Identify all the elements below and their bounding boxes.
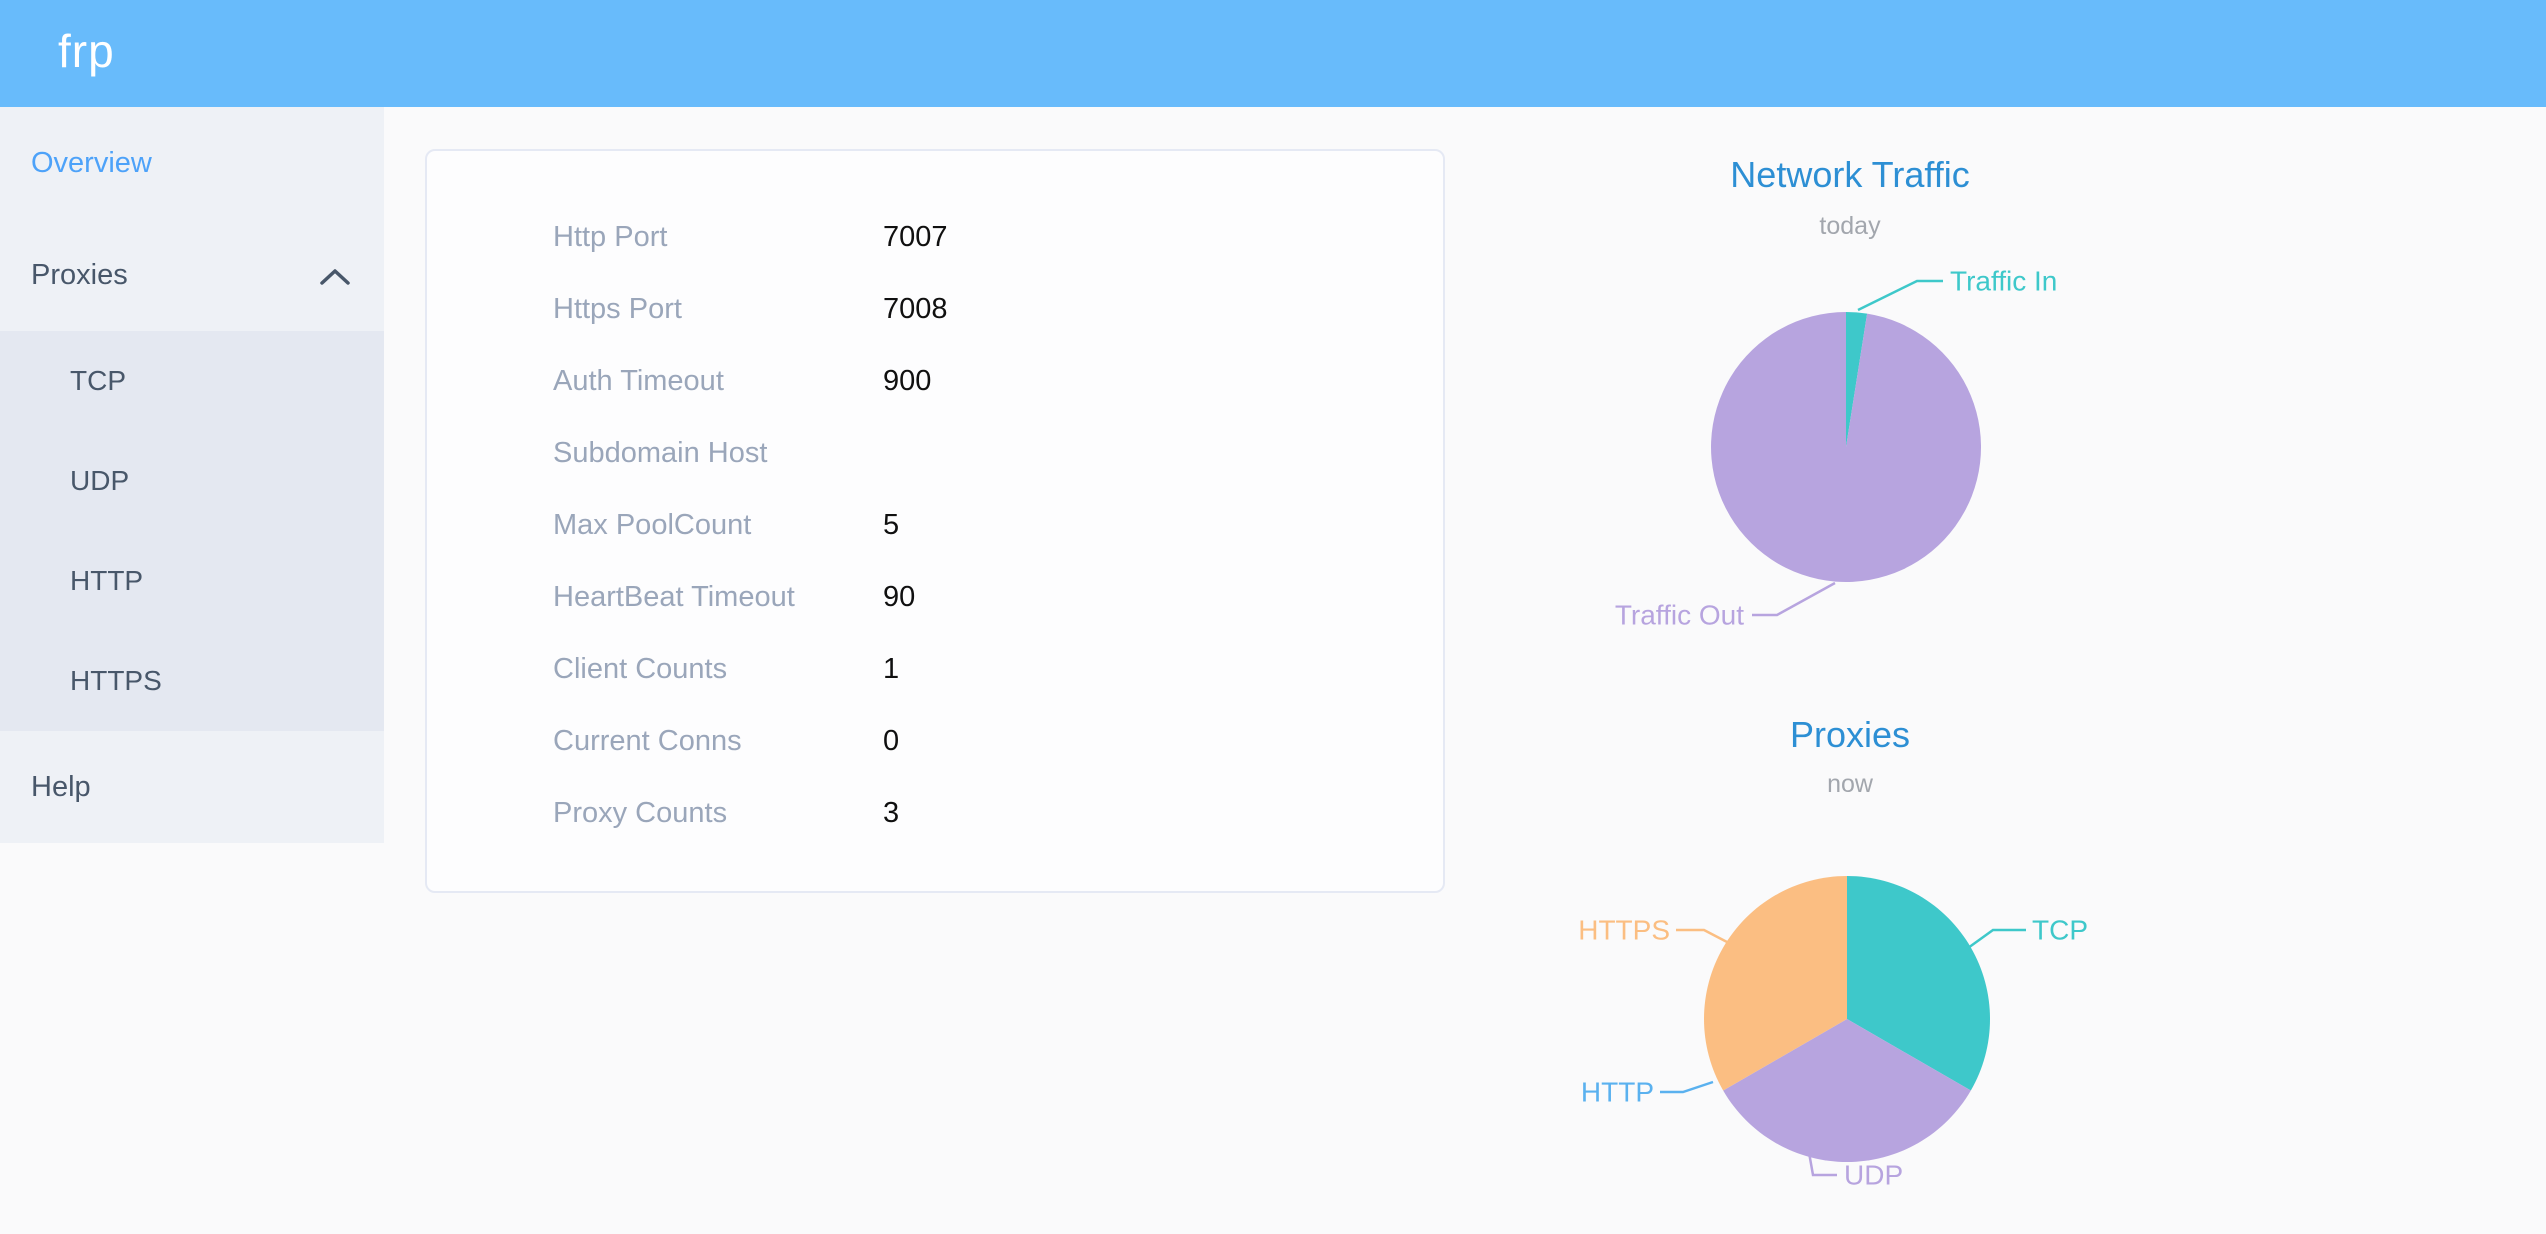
server-config-card: Http Port 7007 Https Port 7008 Auth Time… bbox=[425, 149, 1445, 893]
sidebar-item-http[interactable]: HTTP bbox=[0, 531, 384, 631]
sidebar-item-proxies[interactable]: Proxies bbox=[0, 219, 384, 331]
config-label: Proxy Counts bbox=[553, 796, 728, 829]
pie-callout-line-udp bbox=[1806, 1146, 1837, 1177]
config-row-client-counts: Client Counts 1 bbox=[427, 633, 1443, 705]
config-label: Client Counts bbox=[553, 652, 728, 685]
sidebar: Overview Proxies TCP UDP HTTP HTTPS Help bbox=[0, 107, 384, 843]
config-value: 1 bbox=[883, 652, 900, 685]
sidebar-item-proxies-label: Proxies bbox=[31, 259, 128, 291]
config-row-https-port: Https Port 7008 bbox=[427, 273, 1443, 345]
config-row-max-poolcount: Max PoolCount 5 bbox=[427, 489, 1443, 561]
pie-callout-label-http: HTTP bbox=[1581, 1077, 1654, 1108]
pie-callout-line-traffic-in bbox=[1857, 279, 1943, 312]
sidebar-item-https-label: HTTPS bbox=[70, 665, 162, 696]
config-value: 0 bbox=[883, 724, 900, 757]
pie-slice-traffic-in[interactable] bbox=[1846, 312, 1868, 447]
pie-callout-line-traffic-out bbox=[1752, 581, 1836, 617]
pie-callout-label-traffic-out: Traffic Out bbox=[1615, 600, 1744, 631]
sidebar-item-tcp-label: TCP bbox=[70, 365, 126, 396]
proxies-chart-title: Proxies bbox=[1789, 714, 1911, 755]
sidebar-item-overview-label: Overview bbox=[31, 147, 152, 179]
proxies-chart-subtitle: now bbox=[1827, 770, 1873, 798]
config-row-heartbeat-timeout: HeartBeat Timeout 90 bbox=[427, 561, 1443, 633]
sidebar-item-help[interactable]: Help bbox=[0, 731, 384, 843]
sidebar-item-tcp[interactable]: TCP bbox=[0, 331, 384, 431]
proxies-pie-chart: TCP UDP HTTP HTTPS bbox=[1578, 876, 2088, 1191]
header-bar: frp bbox=[0, 0, 2546, 107]
sidebar-item-help-label: Help bbox=[31, 771, 91, 803]
sidebar-item-http-label: HTTP bbox=[70, 565, 144, 596]
chevron-up-icon[interactable] bbox=[320, 269, 350, 285]
pie-slice-tcp[interactable] bbox=[1847, 876, 1990, 1091]
pie-callout-line-http bbox=[1660, 1080, 1714, 1094]
pie-callout-label-traffic-in: Traffic In bbox=[1950, 266, 2057, 297]
config-label: Subdomain Host bbox=[553, 436, 768, 469]
config-label: Current Conns bbox=[553, 724, 742, 757]
config-row-current-conns: Current Conns 0 bbox=[427, 705, 1443, 777]
sidebar-item-udp[interactable]: UDP bbox=[0, 431, 384, 531]
sidebar-item-https[interactable]: HTTPS bbox=[0, 631, 384, 731]
pie-slice-https[interactable] bbox=[1704, 876, 1847, 1091]
config-label: Http Port bbox=[553, 220, 668, 253]
config-label: Https Port bbox=[553, 292, 682, 325]
config-label: HeartBeat Timeout bbox=[553, 580, 795, 613]
frp-logo: frp bbox=[58, 25, 115, 77]
config-value: 90 bbox=[883, 580, 916, 613]
pie-callout-label-tcp: TCP bbox=[2032, 915, 2088, 946]
sidebar-item-overview[interactable]: Overview bbox=[0, 107, 384, 219]
config-value: 3 bbox=[883, 796, 900, 829]
config-row-proxy-counts: Proxy Counts 3 bbox=[427, 777, 1443, 849]
config-label: Auth Timeout bbox=[553, 364, 724, 397]
pie-callout-line-tcp bbox=[1967, 928, 2026, 950]
config-label: Max PoolCount bbox=[553, 508, 752, 541]
pie-callout-line-https bbox=[1676, 928, 1728, 944]
config-value: 7008 bbox=[883, 292, 948, 325]
sidebar-item-udp-label: UDP bbox=[70, 465, 130, 496]
network-traffic-chart-subtitle: today bbox=[1819, 212, 1881, 240]
config-value: 5 bbox=[883, 508, 900, 541]
network-traffic-chart-title: Network Traffic bbox=[1730, 154, 1970, 195]
proxies-submenu: TCP UDP HTTP HTTPS bbox=[0, 331, 384, 731]
network-traffic-pie-chart: Traffic In Traffic Out bbox=[1615, 266, 2058, 631]
pie-callout-label-udp: UDP bbox=[1844, 1160, 1903, 1191]
config-value: 7007 bbox=[883, 220, 948, 253]
config-row-subdomain-host: Subdomain Host bbox=[427, 417, 1443, 489]
config-value: 900 bbox=[883, 364, 932, 397]
pie-slice-traffic-out[interactable] bbox=[1711, 312, 1982, 582]
config-row-http-port: Http Port 7007 bbox=[427, 201, 1443, 273]
pie-callout-label-https: HTTPS bbox=[1578, 915, 1670, 946]
config-row-auth-timeout: Auth Timeout 900 bbox=[427, 345, 1443, 417]
pie-slice-udp[interactable] bbox=[1723, 1019, 1971, 1162]
